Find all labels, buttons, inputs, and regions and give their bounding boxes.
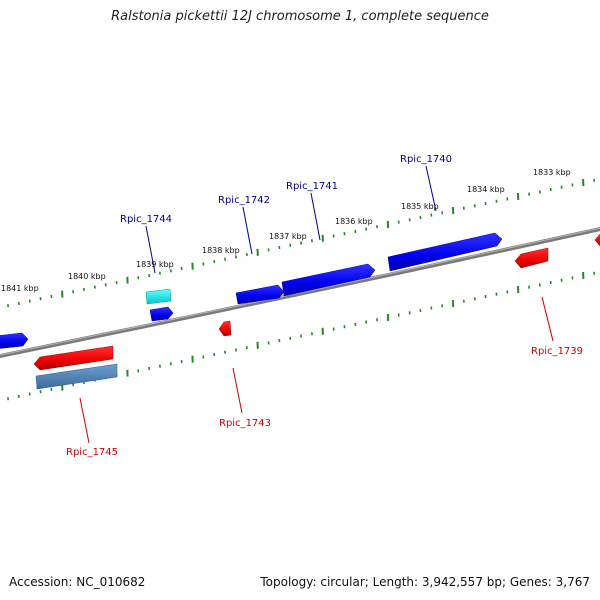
gene-rpic-1740[interactable] [387, 232, 503, 272]
gene-label-rpic-1744[interactable]: Rpic_1744 [120, 214, 172, 225]
kbp-label: 1839 kbp [136, 260, 174, 269]
accession-text: Accession: NC_010682 [9, 575, 146, 589]
gene-rpic-1743[interactable] [218, 320, 232, 337]
chromosome-backbone-highlight [0, 227, 600, 356]
leader-rpic-1743 [232, 367, 243, 414]
lower-scale-track [7, 271, 596, 401]
leader-rpic-1739 [541, 296, 554, 342]
gene-label-rpic-1739[interactable]: Rpic_1739 [531, 346, 583, 357]
gene-label-rpic-1742[interactable]: Rpic_1742 [218, 195, 270, 206]
leader-rpic-1742 [242, 206, 253, 255]
leader-rpic-1744 [145, 225, 156, 274]
gene-rpic-1742[interactable] [235, 284, 285, 305]
gene-label-rpic-1745[interactable]: Rpic_1745 [66, 447, 118, 458]
gene-label-rpic-1743[interactable]: Rpic_1743 [219, 418, 271, 429]
gene-labels: Rpic_1740 Rpic_1741 Rpic_1742 Rpic_1744 … [66, 154, 583, 458]
gene-label-rpic-1740[interactable]: Rpic_1740 [400, 154, 452, 165]
gene-rpic-1741[interactable] [281, 263, 376, 297]
kbp-label: 1835 kbp [401, 202, 439, 211]
forward-genes [0, 232, 503, 349]
kbp-label: 1837 kbp [269, 232, 307, 241]
leader-rpic-1740 [425, 165, 437, 212]
gene-forward-left-edge[interactable] [0, 332, 29, 349]
gene-label-rpic-1741[interactable]: Rpic_1741 [286, 181, 338, 192]
gene-rpic-1744-arrow[interactable] [149, 306, 174, 322]
kbp-label: 1841 kbp [1, 284, 39, 293]
kbp-label: 1840 kbp [68, 272, 106, 281]
gene-rpic-1745-highlight[interactable] [35, 363, 118, 390]
kbp-label: 1833 kbp [533, 168, 571, 177]
sequence-summary: Topology: circular; Length: 3,942,557 bp… [260, 575, 590, 589]
kbp-label: 1838 kbp [202, 246, 240, 255]
scale-labels: 1841 kbp 1840 kbp 1839 kbp 1838 kbp 1837… [1, 168, 571, 293]
chromosome-backbone [0, 227, 600, 359]
gene-reverse-right-edge[interactable] [594, 233, 600, 247]
gene-rpic-1745[interactable] [33, 345, 114, 371]
leader-rpic-1745 [79, 397, 90, 444]
kbp-label: 1836 kbp [335, 217, 373, 226]
leader-rpic-1741 [310, 192, 321, 241]
upper-scale-track [7, 178, 596, 308]
reverse-genes [33, 233, 600, 390]
kbp-label: 1834 kbp [467, 185, 505, 194]
gene-rpic-1744-highlight[interactable] [145, 288, 172, 305]
map-title: Ralstonia pickettii 12J chromosome 1, co… [111, 9, 489, 24]
gene-rpic-1739[interactable] [514, 247, 549, 269]
label-leaders [79, 165, 554, 444]
